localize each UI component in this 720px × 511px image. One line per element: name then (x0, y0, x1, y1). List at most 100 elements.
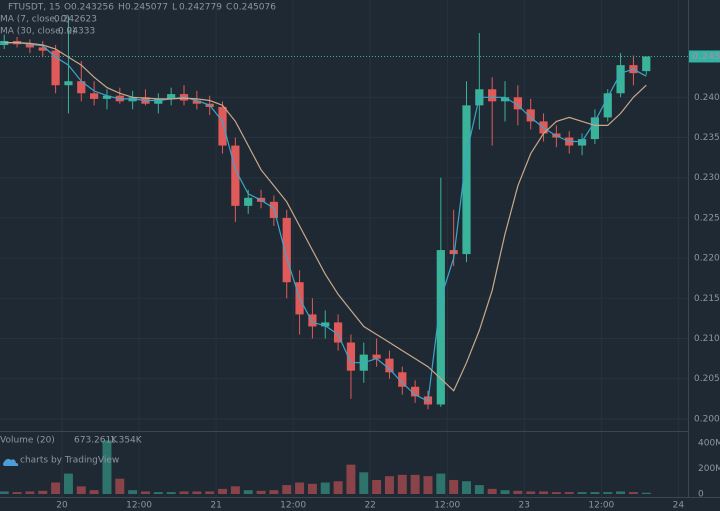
volume-bar (115, 478, 125, 494)
volume-bar (230, 486, 240, 494)
volume-bar (76, 486, 86, 494)
ma-name: MA (30, close, 0) (0, 27, 76, 37)
volume-bar (462, 481, 471, 494)
volume-bar (269, 490, 279, 494)
candle-body (64, 81, 73, 86)
ohlc-value: 0.245076 (233, 3, 276, 13)
volume-bar (359, 472, 369, 494)
candle-body (603, 93, 612, 118)
candle-body (488, 89, 497, 102)
candle-body (385, 358, 394, 373)
volume-bar (577, 492, 587, 494)
ohlc-key: O (64, 3, 71, 13)
candle-body (77, 81, 86, 94)
volume-bar (140, 491, 150, 494)
candle-body (513, 97, 522, 110)
candle-body (526, 109, 535, 122)
volume-bar (449, 479, 459, 494)
candle-body (102, 95, 112, 99)
volume-bar (243, 490, 253, 494)
x-tick-label: 12:00 (126, 501, 152, 511)
volume-bar (166, 492, 176, 494)
x-tick-label: 12:00 (280, 501, 306, 511)
volume-bar (423, 476, 433, 494)
volume-bar (333, 481, 343, 494)
price-label-box (689, 50, 720, 63)
volume-bar (320, 482, 330, 494)
ohlc-key: C (226, 3, 232, 13)
volume-bar (590, 492, 600, 494)
volume-bar (51, 482, 61, 494)
volume-bar (25, 491, 35, 494)
candle-body (500, 97, 510, 102)
volume-bar (564, 492, 574, 494)
volume-bar (487, 488, 497, 494)
volume-bar (616, 491, 626, 494)
volume-bar (526, 491, 536, 494)
volume-bar (628, 492, 638, 494)
volume-value: 1.354K (110, 436, 143, 446)
x-tick-label: 21 (210, 501, 221, 511)
volume-bar (513, 490, 523, 494)
candle-body (167, 94, 176, 99)
volume-bar (179, 491, 189, 494)
volume-bar (372, 479, 382, 494)
candle-body (51, 50, 60, 86)
candle-body (218, 106, 227, 146)
candle-body (154, 98, 163, 104)
candle-body (25, 44, 35, 48)
candle-body (321, 322, 330, 327)
candle-body (398, 372, 407, 387)
volume-bar (63, 473, 73, 494)
volume-bar (474, 485, 484, 494)
volume-bar (89, 490, 99, 494)
volume-value: 673.261K (74, 436, 118, 446)
candle-body (577, 139, 587, 146)
moving-average-line (4, 42, 647, 403)
volume-bar (539, 491, 549, 494)
ma-value: 0.242623 (54, 15, 97, 25)
ma-name: MA (7, close, 0) (0, 15, 70, 25)
candle-body (616, 65, 625, 94)
ohlc-value: 0.243256 (71, 3, 114, 13)
volume-bar (218, 488, 228, 494)
candle-body (590, 117, 600, 140)
candle-body (346, 342, 356, 371)
volume-bar (384, 476, 394, 494)
candle-body (38, 47, 47, 51)
volume-bar (256, 490, 266, 494)
candle-body (462, 105, 471, 255)
volume-bar (38, 490, 48, 494)
x-tick-label: 22 (364, 501, 375, 511)
candle-body (436, 250, 445, 405)
candle-body (282, 217, 291, 283)
candle-body (90, 93, 99, 99)
ohlc-value: 0.245077 (125, 3, 168, 13)
volume-bar (410, 474, 420, 494)
volume-bar (0, 491, 9, 494)
volume-bar (551, 492, 561, 494)
x-tick-label: 20 (56, 501, 68, 511)
volume-bar (641, 492, 651, 494)
x-tick-label: 24 (673, 501, 685, 511)
volume-bar (128, 490, 138, 494)
volume-tick-label: 400M (698, 438, 720, 448)
candle-body (642, 56, 651, 72)
volume-tick-label: 0 (698, 490, 704, 500)
volume-bar (603, 492, 613, 494)
volume-bar (153, 492, 163, 494)
candle-body (244, 197, 253, 206)
volume-bar (282, 485, 292, 494)
volume-bar (102, 440, 112, 494)
volume-name: Volume (20) (0, 436, 55, 446)
volume-bar (205, 491, 215, 494)
